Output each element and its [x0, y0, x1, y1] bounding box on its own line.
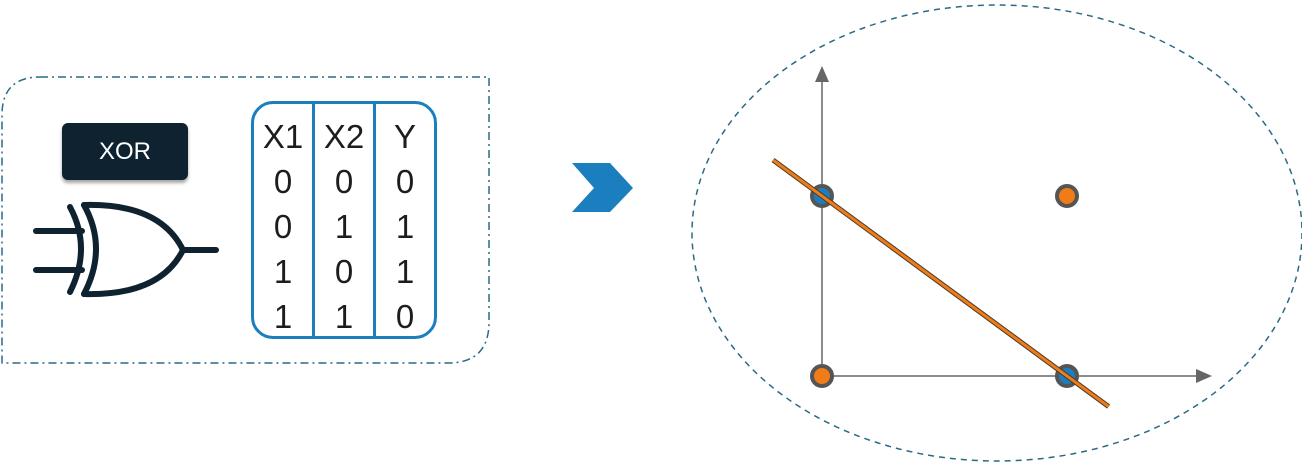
table-cell: 0: [273, 208, 293, 245]
gate-panel-border: [1, 76, 490, 364]
separating-line: [772, 158, 1110, 408]
table-cell: 1: [334, 208, 354, 245]
table-cell: 0: [273, 163, 293, 200]
xor-label: XOR: [62, 123, 188, 180]
table-cell: 1: [334, 298, 354, 335]
table-cell: 1: [395, 253, 415, 290]
chevron-right-icon: [572, 163, 633, 212]
truth-table-column-y: Y 0 1 1 0: [373, 104, 434, 336]
table-cell: 1: [273, 253, 293, 290]
truth-table-column-x2: X2 0 1 0 1: [312, 104, 373, 336]
plot-panel-border: [691, 4, 1302, 462]
table-cell: 0: [334, 163, 354, 200]
table-cell: 0: [395, 163, 415, 200]
xor-gate-icon: [33, 201, 219, 298]
truth-table: X1 0 0 1 1 X2 0 1 0 1 Y 0 1 1 0: [251, 101, 437, 339]
plot-axes: [815, 66, 1212, 383]
column-header: Y: [393, 118, 416, 155]
truth-table-column-x1: X1 0 0 1 1: [254, 104, 312, 336]
y-axis-arrowhead: [815, 66, 829, 82]
column-header: X2: [323, 118, 365, 155]
table-cell: 1: [273, 298, 293, 335]
data-point-orange: [1055, 184, 1079, 208]
plot-marks: [771, 157, 1111, 409]
table-cell: 0: [334, 253, 354, 290]
x-axis-arrowhead: [1196, 369, 1212, 383]
table-cell: 0: [395, 298, 415, 335]
table-cell: 1: [395, 208, 415, 245]
data-point-orange: [810, 364, 834, 388]
column-header: X1: [262, 118, 304, 155]
